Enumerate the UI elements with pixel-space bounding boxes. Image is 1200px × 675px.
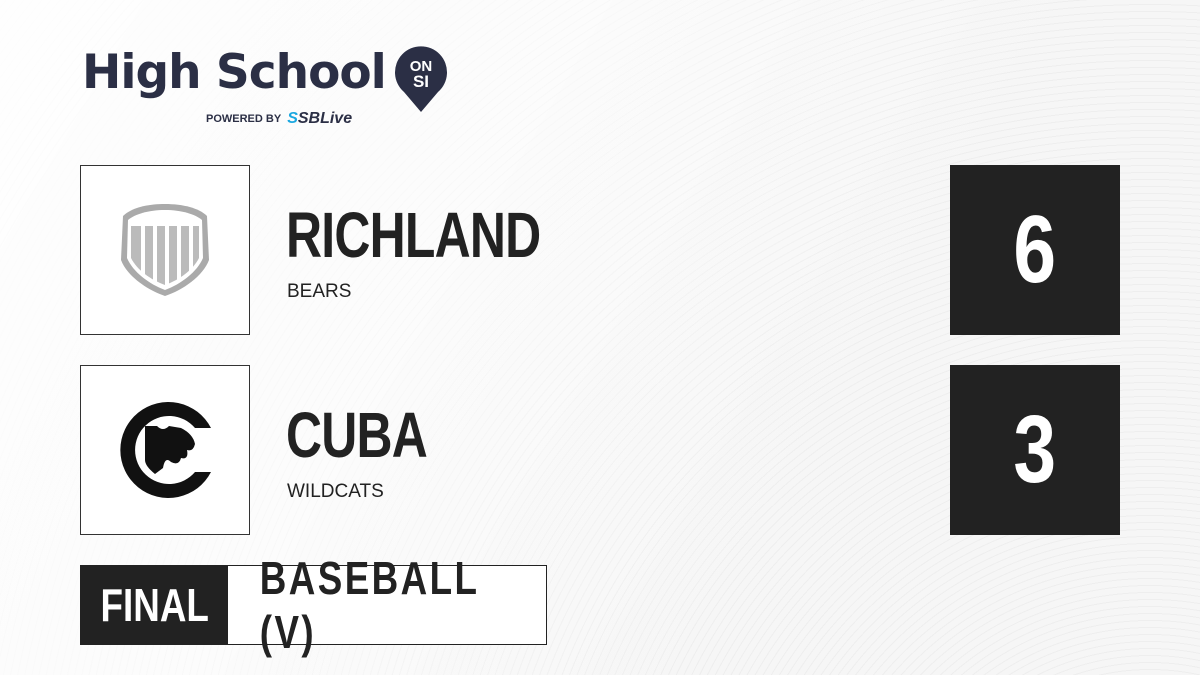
game-status-bar: FINAL BASEBALL (V) bbox=[80, 552, 547, 658]
sblive-logo: SSBLive bbox=[287, 110, 353, 127]
score-home: 6 bbox=[950, 165, 1120, 335]
powered-by: POWERED BY SSBLive bbox=[206, 110, 352, 128]
team-mascot-home: BEARS bbox=[287, 281, 352, 302]
powered-by-label: POWERED BY bbox=[206, 113, 282, 125]
team-logo-away bbox=[80, 365, 250, 535]
on-si-pin-icon: ON SI bbox=[394, 46, 448, 113]
team-name-away: CUBA bbox=[286, 399, 428, 471]
team-mascot-away: WILDCATS bbox=[287, 481, 384, 502]
logo-title: High School bbox=[82, 45, 387, 100]
badge-bottom: SI bbox=[413, 72, 429, 91]
team-logo-home bbox=[80, 165, 250, 335]
high-school-on-si-logo: High School ON SI bbox=[82, 44, 448, 113]
score-away: 3 bbox=[950, 365, 1120, 535]
team-name-home: RICHLAND bbox=[286, 199, 541, 271]
shield-placeholder-icon bbox=[121, 204, 209, 296]
wildcat-c-icon bbox=[120, 402, 211, 498]
status-final: FINAL bbox=[81, 566, 228, 644]
sport-label: BASEBALL (V) bbox=[259, 552, 479, 658]
badge-top: ON bbox=[410, 58, 433, 75]
